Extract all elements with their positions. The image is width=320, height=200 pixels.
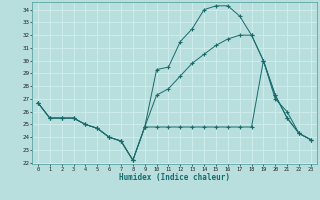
X-axis label: Humidex (Indice chaleur): Humidex (Indice chaleur) bbox=[119, 173, 230, 182]
